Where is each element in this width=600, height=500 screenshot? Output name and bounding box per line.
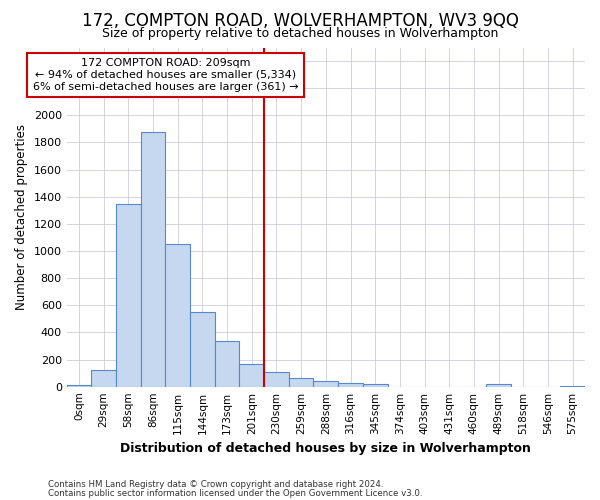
Bar bbox=[166, 244, 190, 386]
Y-axis label: Number of detached properties: Number of detached properties bbox=[15, 124, 28, 310]
Bar bbox=[363, 384, 388, 386]
Text: Contains public sector information licensed under the Open Government Licence v3: Contains public sector information licen… bbox=[48, 488, 422, 498]
Bar bbox=[264, 372, 289, 386]
Bar bbox=[486, 384, 511, 386]
Bar bbox=[289, 378, 313, 386]
Bar bbox=[338, 383, 363, 386]
Text: 172, COMPTON ROAD, WOLVERHAMPTON, WV3 9QQ: 172, COMPTON ROAD, WOLVERHAMPTON, WV3 9Q… bbox=[82, 12, 518, 30]
Bar bbox=[116, 204, 141, 386]
Text: Size of property relative to detached houses in Wolverhampton: Size of property relative to detached ho… bbox=[102, 28, 498, 40]
Bar bbox=[313, 382, 338, 386]
Bar bbox=[239, 364, 264, 386]
Text: 172 COMPTON ROAD: 209sqm
← 94% of detached houses are smaller (5,334)
6% of semi: 172 COMPTON ROAD: 209sqm ← 94% of detach… bbox=[32, 58, 298, 92]
Bar bbox=[215, 340, 239, 386]
Bar bbox=[141, 132, 166, 386]
Bar bbox=[91, 370, 116, 386]
Bar bbox=[190, 312, 215, 386]
Text: Contains HM Land Registry data © Crown copyright and database right 2024.: Contains HM Land Registry data © Crown c… bbox=[48, 480, 383, 489]
X-axis label: Distribution of detached houses by size in Wolverhampton: Distribution of detached houses by size … bbox=[121, 442, 531, 455]
